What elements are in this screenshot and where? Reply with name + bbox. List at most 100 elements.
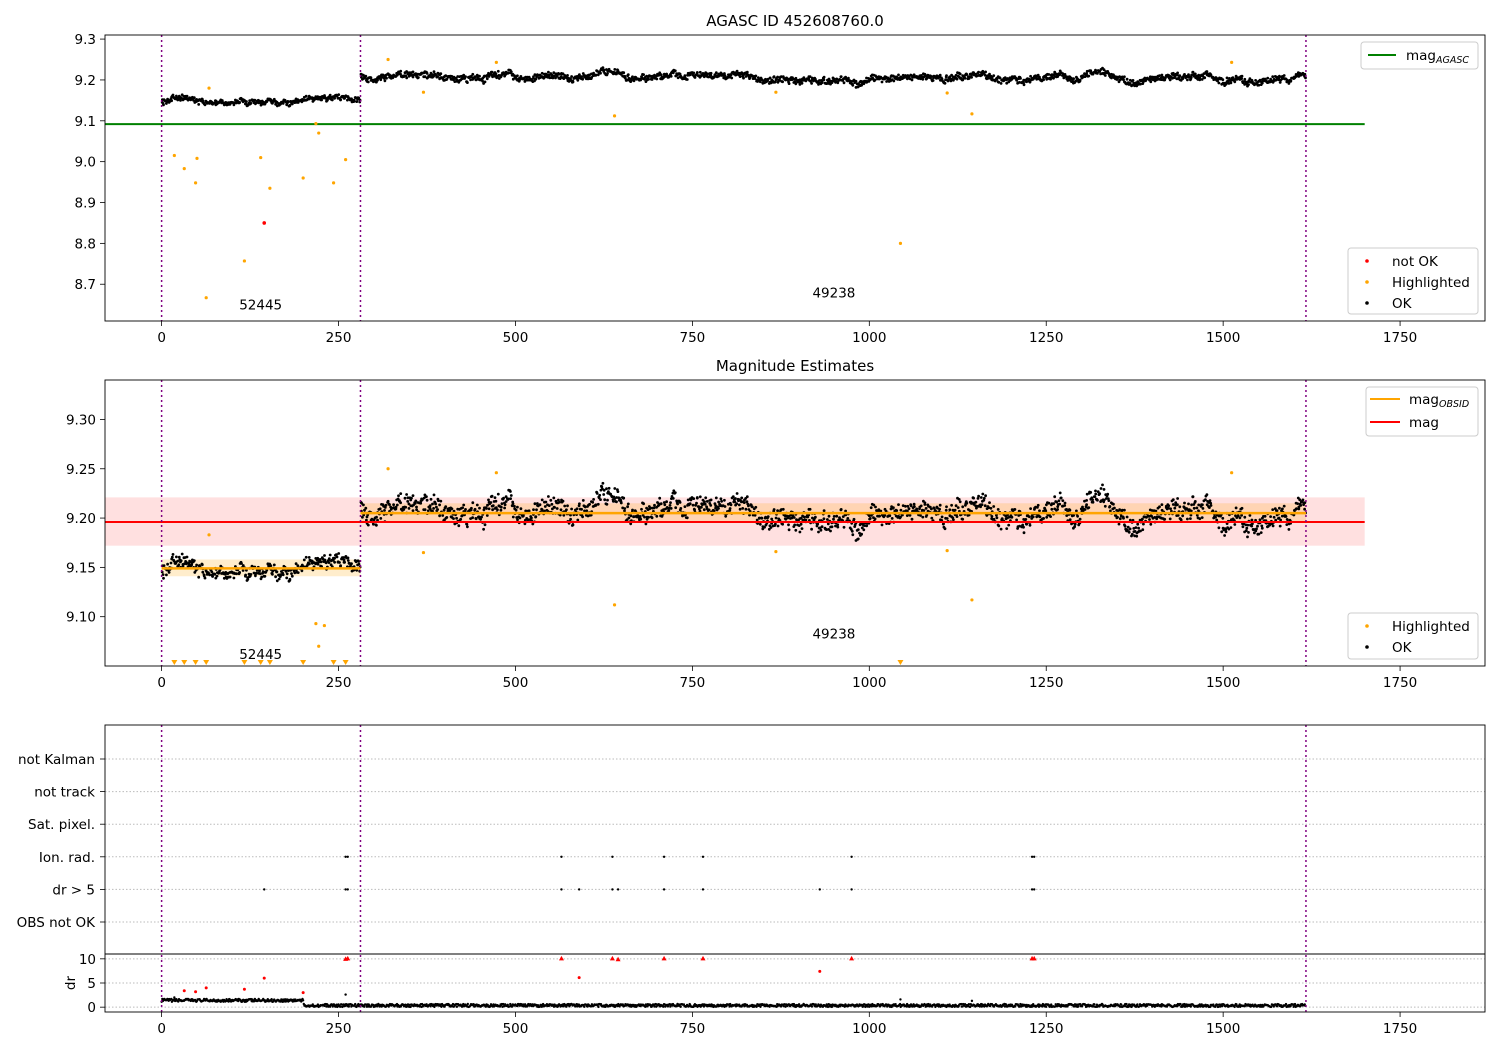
panel2-ok-point: [1163, 517, 1167, 521]
panel2-ok-point: [1224, 527, 1228, 531]
panel1-ok-point: [847, 76, 850, 80]
panel2-ok-point: [879, 509, 883, 513]
panel2-ok-point: [798, 530, 802, 534]
panel2-ok-point: [901, 513, 904, 517]
panel2-ok-point: [426, 509, 430, 513]
panel2-below-range-marker: [192, 660, 199, 665]
panel1-ok-point: [1139, 82, 1142, 86]
panel2-ok-point: [598, 493, 602, 497]
panel2-ok-point: [643, 515, 646, 519]
panel1-legend-label: Highlighted: [1392, 275, 1470, 291]
panel2-ok-point: [899, 508, 903, 512]
panel1-ok-point: [695, 71, 699, 74]
panel1-top-legend-box: [1360, 41, 1479, 70]
panel1-ok-point: [379, 78, 383, 82]
panel2-ok-point: [658, 496, 662, 500]
dr-ok-point: [227, 1000, 230, 1003]
panel2-ok-point: [1205, 493, 1209, 496]
panel2-ok-point: [1259, 531, 1263, 534]
panel2-ok-point: [395, 503, 399, 507]
panel2-ok-point: [179, 559, 183, 563]
panel2-ok-point: [275, 579, 279, 583]
panel2-ok-point: [1117, 522, 1121, 526]
panel2-xtick-label: 1750: [1383, 675, 1417, 691]
panel1-ok-point: [1102, 68, 1106, 72]
panel2-ok-point: [511, 515, 515, 519]
panel2-ok-point: [580, 507, 583, 511]
flag-point: [577, 888, 581, 891]
panel2-ok-point: [738, 507, 742, 511]
panel1-ok-point: [1149, 80, 1153, 84]
panel2-ok-point: [1027, 515, 1031, 519]
panel1-ok-point: [385, 76, 388, 80]
panel1-ok-point: [1072, 77, 1075, 81]
panel2-ok-point: [874, 505, 877, 509]
panel1-bottom-legend-box: [1347, 247, 1479, 315]
panel2-ok-point: [832, 517, 835, 521]
panel2-ok-point: [553, 506, 556, 509]
panel2-ok-point: [465, 522, 469, 526]
panel1-ok-point: [1231, 76, 1235, 79]
dr-ytick-label: 10: [79, 952, 96, 968]
panel2-ok-point: [200, 563, 204, 567]
panel1-highlighted-point: [182, 167, 186, 171]
panel1-ok-point: [249, 101, 253, 105]
panel1-ok-point: [977, 70, 980, 74]
panel2-ok-point: [544, 500, 548, 504]
panel1-ok-point: [1226, 79, 1230, 83]
panel2-ok-point: [324, 561, 328, 565]
panel1-ok-point: [406, 71, 410, 74]
panel2-ok-point: [1112, 502, 1115, 506]
panel2-ok-point: [906, 504, 910, 508]
panel2-ok-point: [1287, 528, 1291, 531]
panel2-ok-point: [585, 509, 589, 513]
panel1-ok-point: [756, 80, 759, 83]
panel2-ok-point: [995, 516, 999, 520]
panel2-ok-point: [304, 555, 308, 559]
panel2-ok-point: [1113, 506, 1116, 510]
panel2-ok-point: [1091, 498, 1094, 502]
panel2-ytick-label: 9.15: [66, 560, 96, 576]
panel2-ok-point: [496, 492, 500, 496]
panel2-ok-point: [977, 494, 980, 498]
panel1-ok-point: [723, 72, 726, 75]
panel2-ok-point: [1201, 507, 1205, 510]
panel2-ok-point: [1059, 496, 1063, 500]
panel2-ok-point: [703, 500, 706, 504]
panel2-ok-point: [294, 562, 298, 566]
panel2-ok-point: [1015, 518, 1018, 522]
panel2-ok-point: [826, 522, 830, 526]
panel2-ok-point: [750, 505, 754, 509]
flag-point: [701, 855, 705, 858]
panel2-ok-point: [1233, 523, 1237, 526]
panel2-ok-point: [1036, 503, 1040, 507]
panel2-ok-point: [274, 575, 277, 579]
panel2-ok-point: [404, 505, 408, 509]
panel1-ok-point: [626, 73, 630, 77]
panel2-ok-point: [1189, 513, 1193, 517]
panel1-ok-point: [963, 76, 967, 80]
panel2-ok-point: [1297, 507, 1301, 511]
panel2-ok-point: [1187, 502, 1190, 506]
panel2-ok-point: [1192, 506, 1196, 510]
panel1-ok-point: [570, 75, 573, 78]
panel2-ok-point: [1083, 499, 1086, 503]
panel1-ytick-label: 9.0: [75, 155, 96, 171]
panel2-ok-point: [327, 561, 331, 564]
panel2-ok-point: [804, 518, 808, 522]
panel2-ok-point: [471, 501, 475, 505]
panel2-below-range-marker: [257, 660, 264, 665]
dr-axis-label: dr: [63, 975, 79, 990]
dr-ok-point: [521, 1003, 525, 1006]
panel2-ok-point: [930, 516, 934, 520]
flag-point: [344, 888, 347, 891]
panel2-ok-point: [290, 572, 293, 575]
panel2-below-range-marker: [342, 660, 349, 665]
panel2-ok-point: [487, 498, 490, 502]
panel1-ok-point: [1278, 74, 1281, 78]
panel2-ok-point: [448, 509, 452, 513]
dr-ok-point: [331, 1005, 334, 1008]
panel2-ok-point: [1167, 506, 1170, 510]
panel2-ok-point: [629, 514, 633, 518]
flag-point: [1033, 888, 1036, 891]
